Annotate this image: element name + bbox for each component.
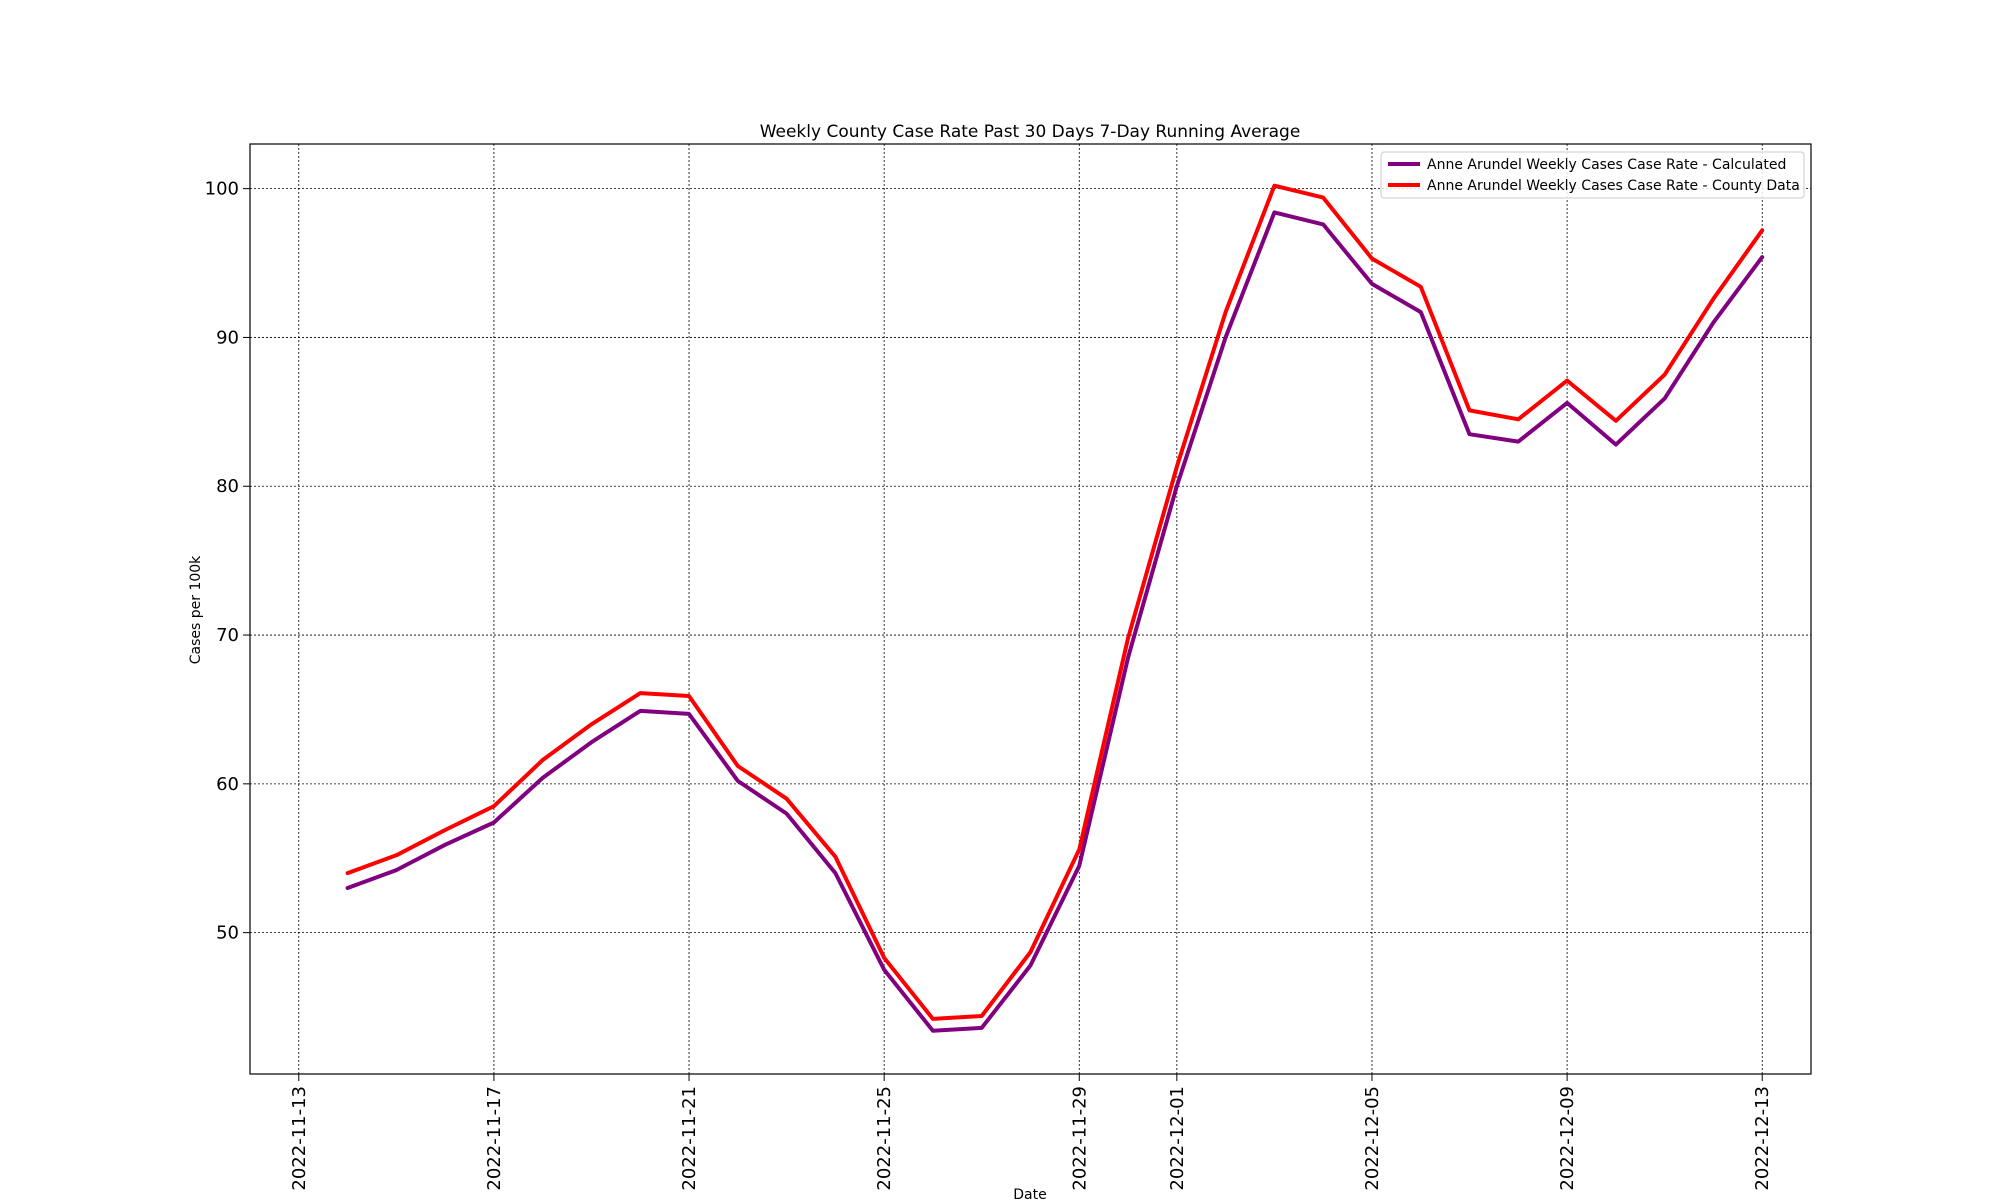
x-tick-label: 2022-11-25 (874, 1086, 895, 1191)
y-tick-label: 100 (205, 179, 239, 200)
plot-area (249, 143, 1812, 1075)
y-axis-label: Cases per 100k (188, 555, 204, 664)
y-tick-label: 60 (216, 774, 239, 795)
x-axis-label: Date (1013, 1187, 1046, 1200)
series-line-1 (345, 183, 1765, 1021)
legend-box (1380, 151, 1805, 199)
grid (250, 144, 1811, 1074)
legend-label-calculated: Anne Arundel Weekly Cases Case Rate - Ca… (1427, 157, 1786, 173)
y-tick-label: 50 (216, 923, 239, 944)
x-axis: 2022-11-13 2022-11-17 2022-11-21 2022-11-25… (289, 1074, 1773, 1191)
legend-label-county-data: Anne Arundel Weekly Cases Case Rate - Co… (1427, 178, 1800, 194)
x-tick-label: 2022-12-01 (1167, 1086, 1188, 1191)
x-tick-label: 2022-11-29 (1069, 1086, 1090, 1191)
series-lines (345, 183, 1765, 1033)
y-tick-label: 80 (216, 476, 239, 497)
x-tick-label: 2022-11-17 (484, 1086, 505, 1191)
y-tick-label: 90 (216, 327, 239, 348)
x-tick-label: 2022-11-21 (679, 1086, 700, 1191)
y-tick-label: 70 (216, 625, 239, 646)
y-axis: 50 60 70 80 90 100 (205, 179, 250, 944)
legend: Anne Arundel Weekly Cases Case Rate - Ca… (1380, 151, 1805, 199)
x-tick-label: 2022-12-05 (1362, 1086, 1383, 1191)
x-tick-label: 2022-11-13 (289, 1086, 310, 1191)
x-tick-label: 2022-12-13 (1752, 1086, 1773, 1191)
chart-title: Weekly County Case Rate Past 30 Days 7-D… (760, 122, 1301, 142)
x-tick-label: 2022-12-09 (1557, 1086, 1578, 1191)
series-line-0 (345, 210, 1765, 1033)
